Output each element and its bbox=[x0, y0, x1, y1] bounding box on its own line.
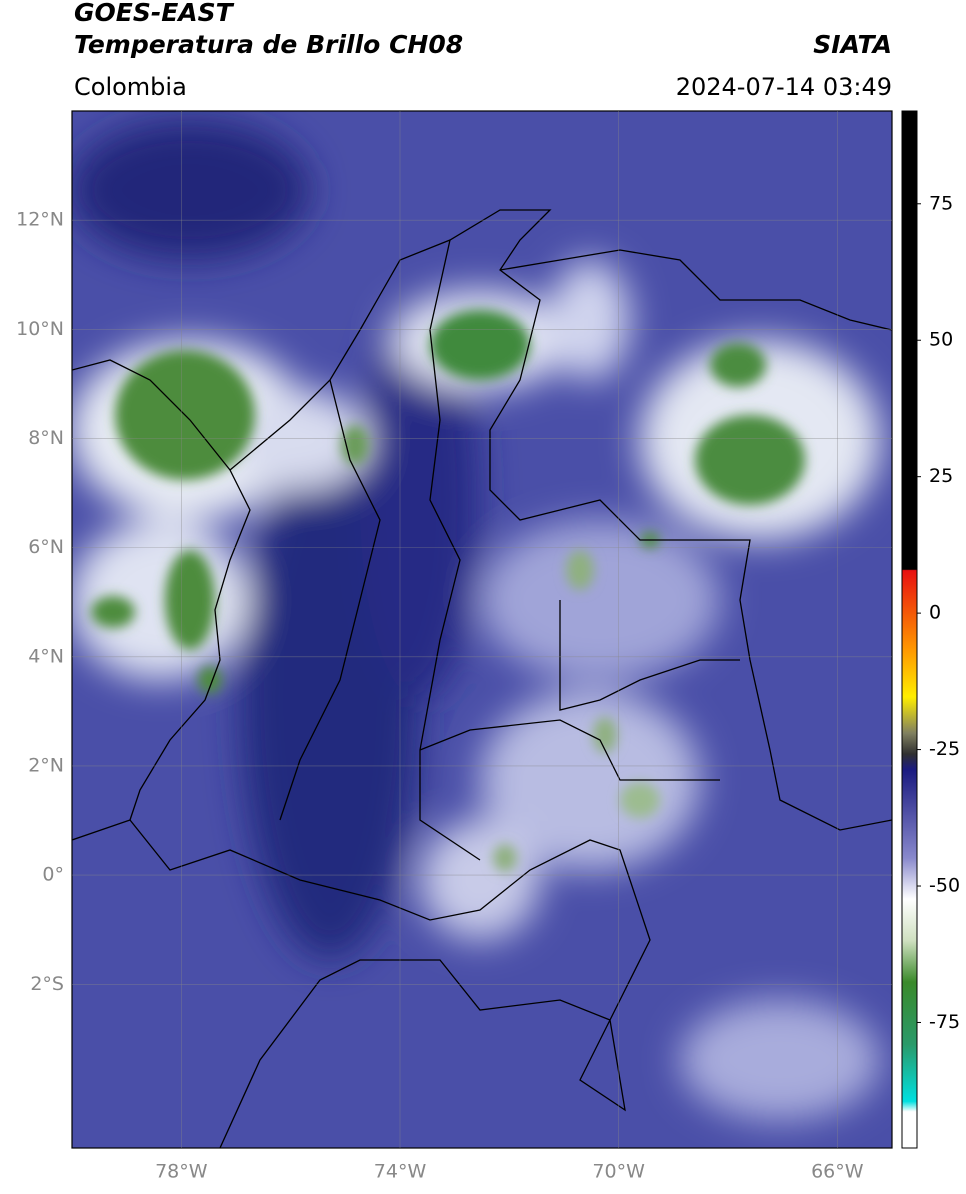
satellite-image bbox=[72, 111, 892, 1148]
colorbar-tick-label: 25 bbox=[929, 465, 953, 487]
subtitle: Temperatura de Brillo CH08 bbox=[74, 30, 463, 59]
lat-tick-label: 12°N bbox=[16, 209, 64, 231]
agency: SIATA bbox=[813, 30, 892, 59]
region: Colombia bbox=[74, 73, 187, 101]
lon-tick-label: 66°W bbox=[811, 1161, 864, 1183]
lon-tick-label: 74°W bbox=[374, 1161, 427, 1183]
lon-tick-label: 70°W bbox=[592, 1161, 645, 1183]
lat-tick-label: 0° bbox=[42, 864, 64, 886]
lat-tick-label: 6°N bbox=[28, 536, 64, 558]
colorbar-tick-label: -25 bbox=[929, 738, 960, 760]
colorbar-tick-label: -75 bbox=[929, 1011, 960, 1033]
colorbar-tick-label: -50 bbox=[929, 875, 960, 897]
datetime: 2024-07-14 03:49 bbox=[676, 73, 892, 101]
colorbar bbox=[901, 110, 918, 1149]
lat-tick-label: 10°N bbox=[16, 318, 64, 340]
colorbar-tick-label: 50 bbox=[929, 329, 953, 351]
lat-tick-label: 2°N bbox=[28, 754, 64, 776]
lon-tick-label: 78°W bbox=[155, 1161, 208, 1183]
title: GOES-EAST bbox=[74, 0, 235, 27]
lat-tick-label: 8°N bbox=[28, 427, 64, 449]
colorbar-tick-label: 0 bbox=[929, 602, 941, 624]
map-frame bbox=[71, 110, 893, 1149]
lat-tick-label: 4°N bbox=[28, 645, 64, 667]
colorbar-tick-label: 75 bbox=[929, 192, 953, 214]
lat-tick-label: 2°S bbox=[30, 973, 64, 995]
